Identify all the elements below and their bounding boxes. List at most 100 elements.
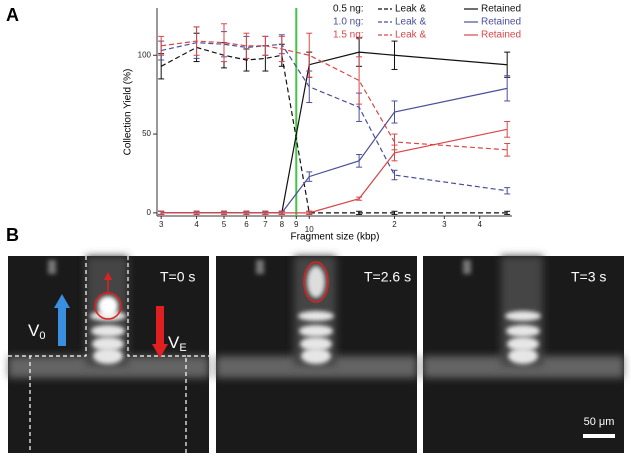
legend-group: 1.0 ng: <box>333 17 364 28</box>
velocity-label: VE <box>168 333 187 353</box>
error-bar <box>306 32 313 78</box>
y-tick-label: 0 <box>147 208 152 217</box>
time-label: T=2.6 s <box>364 269 411 285</box>
x-tick-label: 4 <box>194 220 199 229</box>
error-bar <box>220 23 227 63</box>
x-tick-label: 9 <box>294 220 299 229</box>
error-bar <box>356 154 363 168</box>
error-bar <box>158 210 165 215</box>
velocity-sub: 0 <box>39 330 45 342</box>
x-tick-label: 7 <box>263 220 268 229</box>
error-bar <box>220 210 227 215</box>
x-tick-label: 2 <box>392 220 397 229</box>
error-bar <box>278 210 285 215</box>
channel-glow <box>423 356 624 378</box>
error-bar <box>504 120 511 138</box>
x-tick-label: 3 <box>442 220 447 229</box>
error-bar <box>504 210 511 215</box>
arrow-head <box>104 272 112 280</box>
flow-arrow <box>156 306 164 346</box>
dna-band <box>506 325 540 337</box>
error-bar <box>193 26 200 56</box>
legend-label: Leak & <box>395 30 426 41</box>
error-bar <box>391 169 398 181</box>
error-bar <box>278 35 285 63</box>
dna-band <box>505 311 541 321</box>
channel-outline <box>8 256 209 453</box>
image-panel: T=0 sV0 VET=2.6 s T=3 s50 μm <box>8 256 624 453</box>
error-bar <box>504 187 511 195</box>
dna-band <box>507 337 539 351</box>
x-tick-label: 8 <box>280 220 285 229</box>
flow-arrow-head <box>152 344 168 358</box>
dna-band <box>91 325 125 337</box>
dna-band <box>92 337 124 351</box>
error-bar <box>391 40 398 70</box>
dna-band <box>298 311 334 321</box>
error-bar <box>504 75 511 102</box>
error-bar <box>356 56 363 105</box>
legend-group: 0.5 ng: <box>333 4 364 15</box>
velocity-main: V <box>168 333 180 352</box>
y-axis-label: Collection Yield (%) <box>123 69 134 156</box>
image-frame: T=2.6 s <box>216 256 417 453</box>
image-frame: T=0 sV0 VE <box>8 256 209 453</box>
channel-glow <box>256 260 264 274</box>
time-label: T=0 s <box>160 269 195 285</box>
error-bar <box>504 143 511 157</box>
error-bar <box>306 171 313 182</box>
velocity-label: V0 <box>28 321 45 341</box>
x-tick-label: 5 <box>222 220 227 229</box>
channel-glow <box>216 356 417 378</box>
channel-glow <box>8 356 209 378</box>
highlight-circle <box>303 261 329 303</box>
scale-bar <box>583 434 615 438</box>
dna-band <box>299 325 333 337</box>
x-tick-label: 3 <box>159 220 164 229</box>
dna-band <box>301 348 331 364</box>
dna-band <box>93 348 123 364</box>
velocity-sub: E <box>179 342 186 354</box>
error-bar <box>356 210 363 215</box>
legend-label: Leak & <box>395 4 426 15</box>
time-label: T=3 s <box>571 269 606 285</box>
legend-label: Retained <box>481 4 521 15</box>
y-tick-label: 50 <box>142 129 151 138</box>
error-bar <box>356 196 363 201</box>
error-bar <box>391 100 398 124</box>
error-bar <box>391 210 398 215</box>
channel-glow <box>463 260 471 274</box>
data-line <box>161 42 508 192</box>
panel-label: B <box>6 225 19 245</box>
legend-label: Retained <box>481 17 521 28</box>
scale-bar-label: 50 μm <box>584 416 615 428</box>
error-bar <box>262 35 269 56</box>
flow-arrow <box>58 306 66 346</box>
error-bar <box>391 144 398 162</box>
panel-label: A <box>6 5 19 25</box>
x-tick-label: 6 <box>244 220 249 229</box>
x-tick-label: 4 <box>478 220 483 229</box>
data-line <box>161 40 508 151</box>
error-bar <box>243 32 250 59</box>
legend-label: Leak & <box>395 17 426 28</box>
velocity-main: V <box>28 321 40 340</box>
data-line <box>161 51 508 214</box>
error-bar <box>243 210 250 215</box>
data-line <box>160 46 508 214</box>
error-bar <box>306 210 313 215</box>
data-line <box>161 128 508 214</box>
dna-band <box>300 337 332 351</box>
flow-arrow-head <box>54 294 70 308</box>
data-line <box>161 87 508 214</box>
dna-band <box>508 348 538 364</box>
y-tick-label: 100 <box>138 50 152 59</box>
error-bar <box>193 210 200 215</box>
dna-blob <box>98 296 118 316</box>
dna-blob <box>307 266 325 298</box>
legend-group: 1.5 ng: <box>333 30 364 41</box>
error-bar <box>158 35 165 56</box>
error-bar <box>262 210 269 215</box>
x-axis-label: Fragment size (kbp) <box>291 232 380 243</box>
